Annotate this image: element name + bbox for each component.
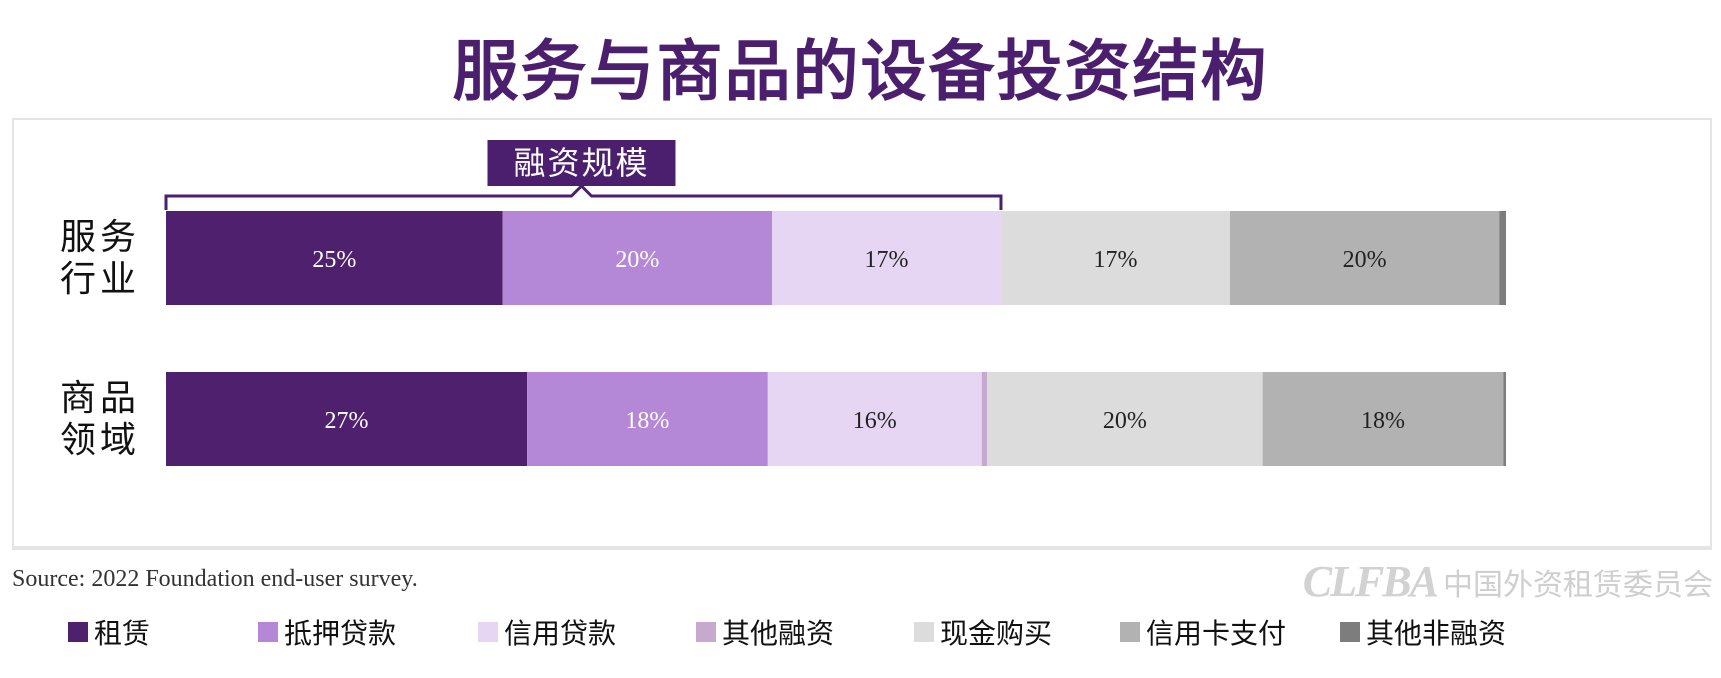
- category-label: 服务: [60, 217, 140, 258]
- data-label: 18%: [1361, 408, 1405, 434]
- bar-segment: [1262, 372, 1504, 466]
- bar-segment: [527, 372, 768, 466]
- bar-segment: [1000, 211, 1230, 305]
- category-label: 商品: [60, 378, 140, 419]
- bar-segment: [1499, 211, 1506, 305]
- data-label: 27%: [325, 408, 369, 434]
- legend-swatch: [696, 622, 716, 642]
- bracket-label-box: [487, 140, 676, 186]
- legend-label: 信用卡支付: [1146, 617, 1287, 650]
- data-label: 20%: [615, 247, 659, 273]
- legend-swatch: [914, 622, 934, 642]
- legend-item: 抵押贷款: [258, 612, 396, 652]
- legend-item: 其他非融资: [1340, 612, 1506, 652]
- org-name: 中国外资租赁委员会: [1443, 567, 1713, 603]
- bar-segment: [981, 372, 988, 466]
- data-label: 17%: [865, 247, 909, 273]
- legend-item: 现金购买: [914, 612, 1052, 652]
- legend-label: 租赁: [94, 617, 151, 650]
- chart-legend: 租赁 抵押贷款 信用贷款 其他融资 现金购买 信用卡支付 其他非融资: [0, 612, 1721, 652]
- data-label: 18%: [625, 408, 669, 434]
- bar-segment: [166, 211, 503, 305]
- chart-title: 服务与商品的设备投资结构: [452, 33, 1269, 110]
- category-label: 领域: [60, 420, 140, 461]
- chart-panel: [12, 118, 1712, 550]
- data-label: 17%: [1093, 247, 1137, 273]
- data-label: 16%: [853, 408, 897, 434]
- legend-label: 信用贷款: [504, 617, 617, 650]
- bar-segment: [987, 372, 1263, 466]
- bar-segment: [767, 372, 982, 466]
- org-logo: CLFBA: [1302, 557, 1439, 606]
- legend-label: 其他非融资: [1366, 617, 1507, 650]
- bracket-label: 融资规模: [513, 144, 649, 182]
- financing-bracket: [164, 183, 1003, 210]
- legend-item: 租赁: [68, 612, 150, 652]
- org-watermark: CLFBA 中国外资租赁委员会: [1303, 556, 1713, 607]
- legend-swatch: [68, 622, 88, 642]
- legend-label: 其他融资: [722, 617, 835, 650]
- data-label: 20%: [1103, 408, 1147, 434]
- legend-swatch: [478, 622, 498, 642]
- legend-label: 现金购买: [940, 617, 1053, 650]
- data-label: 25%: [312, 247, 356, 273]
- legend-item: 其他融资: [696, 612, 834, 652]
- bar-segment: [166, 372, 528, 466]
- bar-segment: [502, 211, 773, 305]
- bar-segment: [1229, 211, 1500, 305]
- source-note: Source: 2022 Foundation end-user survey.: [12, 566, 418, 592]
- legend-item: 信用贷款: [478, 612, 616, 652]
- legend-swatch: [1120, 622, 1140, 642]
- legend-swatch: [1340, 622, 1360, 642]
- data-label: 20%: [1343, 247, 1387, 273]
- bar-segment: [772, 211, 1001, 305]
- category-label: 行业: [60, 259, 140, 300]
- legend-swatch: [258, 622, 278, 642]
- legend-label: 抵押贷款: [284, 617, 397, 650]
- bar-segment: [1503, 372, 1506, 466]
- legend-item: 信用卡支付: [1120, 612, 1286, 652]
